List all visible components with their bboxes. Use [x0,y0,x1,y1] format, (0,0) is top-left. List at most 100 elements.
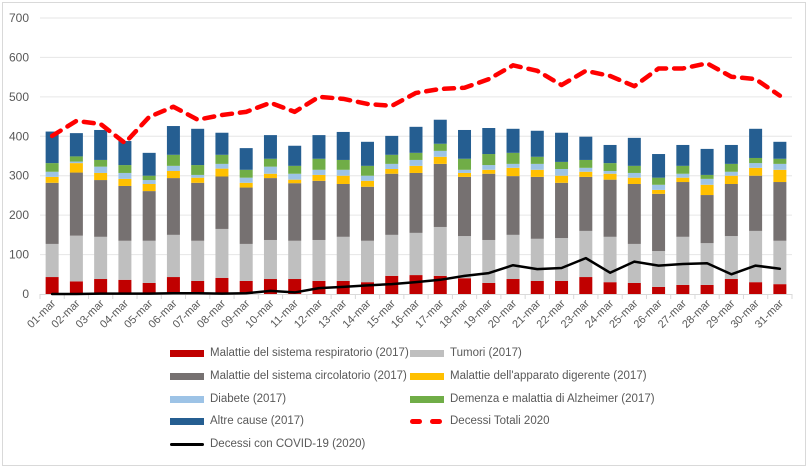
bar-stack [458,129,472,294]
bar-segment [458,158,472,170]
bar-segment [385,163,399,170]
bar-segment [239,243,253,281]
bar-segment [676,284,690,294]
bar-segment [94,279,108,294]
bar-segment [288,145,302,166]
y-tick-label: 200 [9,208,29,222]
y-tick-label: 500 [9,90,29,104]
bar-segment [142,152,156,176]
bar-segment [118,178,132,186]
bar-segment [336,131,350,160]
bar-segment [166,178,180,235]
bar-segment [336,175,350,184]
bar-segment [555,182,569,239]
bar-segment [579,167,593,172]
bar-stack [700,148,714,294]
bar-segment [312,158,326,170]
bar-segment [239,148,253,170]
legend-swatch-diabete [170,395,204,403]
bar-segment [652,193,666,252]
bar-stack [506,128,520,294]
bar-segment [627,183,641,244]
legend-item-altre-cause: Altre cause (2017) [170,413,304,429]
legend-item-respiratorio: Malattie del sistema respiratorio (2017) [170,345,409,361]
bar-segment [215,154,229,164]
line-series [49,61,783,296]
bar-segment [142,183,156,192]
bar-segment [506,167,520,177]
bar-segment [773,141,787,159]
legend-swatch-tumori [410,349,444,357]
bar-stack [166,126,180,294]
bar-segment [215,277,229,294]
bar-stack [433,119,447,294]
bar-segment [603,170,617,174]
bar-segment [142,180,156,184]
bar-segment [433,143,447,151]
chart-frame [2,2,806,466]
legend-label: Altre cause (2017) [210,415,304,427]
bar-stack [336,131,350,294]
legend-label: Malattie del sistema circolatorio (2017) [210,370,407,382]
bar-segment [409,152,423,160]
bar-segment [118,240,132,280]
bar-segment [263,135,277,159]
bar-segment [360,141,374,166]
bar-segment [263,158,277,167]
bar-segment [555,280,569,294]
bar-stack [312,135,326,294]
bar-segment [506,279,520,294]
bar-segment [263,166,277,174]
bar-segment [627,243,641,283]
legend-swatch-digerente [410,372,444,380]
bar-segment [94,129,108,160]
legend-label: Tumori (2017) [450,347,522,359]
bar-stack [482,128,496,294]
bar-segment [409,172,423,233]
bar-segment [385,135,399,155]
bar-segment [627,282,641,294]
bar-segment [360,282,374,294]
bar-segment [118,172,132,179]
bar-segment [409,159,423,166]
bar-segment [94,180,108,237]
bar-stack [288,145,302,294]
bar-segment [458,172,472,177]
y-tick-label: 600 [9,50,29,64]
bar-segment [288,165,302,174]
bar-segment [530,156,544,164]
bar-segment [239,177,253,183]
bar-segment [749,230,763,283]
bar-segment [288,173,302,180]
bar-segment [360,165,374,176]
bar-segment [433,119,447,144]
bar-segment [118,279,132,294]
bar-segment [69,133,83,157]
bar-segment [191,280,205,294]
bar-segment [94,236,108,280]
bar-segment [69,156,83,162]
bar-segment [506,234,520,280]
bar-segment [627,172,641,178]
bar-segment [749,157,763,164]
bar-segment [69,281,83,294]
bar-stack [69,133,83,294]
bar-segment [579,159,593,168]
bar-segment [700,178,714,185]
bar-segment [482,165,496,170]
bar-segment [579,277,593,294]
bar-segment [166,154,180,166]
bar-segment [676,182,690,237]
y-tick-label: 0 [22,287,29,301]
bar-segment [191,182,205,241]
x-axis: 01-mar02-mar03-mar04-mar05-mar06-mar07-m… [25,294,793,331]
bar-segment [458,169,472,173]
bar-segment [530,280,544,294]
legend-swatch-circolatorio [170,372,204,380]
bar-segment [579,171,593,177]
bar-segment [409,232,423,276]
bar-stack [385,135,399,294]
bar-segment [555,161,569,170]
bar-segment [360,240,374,283]
bar-segment [94,159,108,167]
